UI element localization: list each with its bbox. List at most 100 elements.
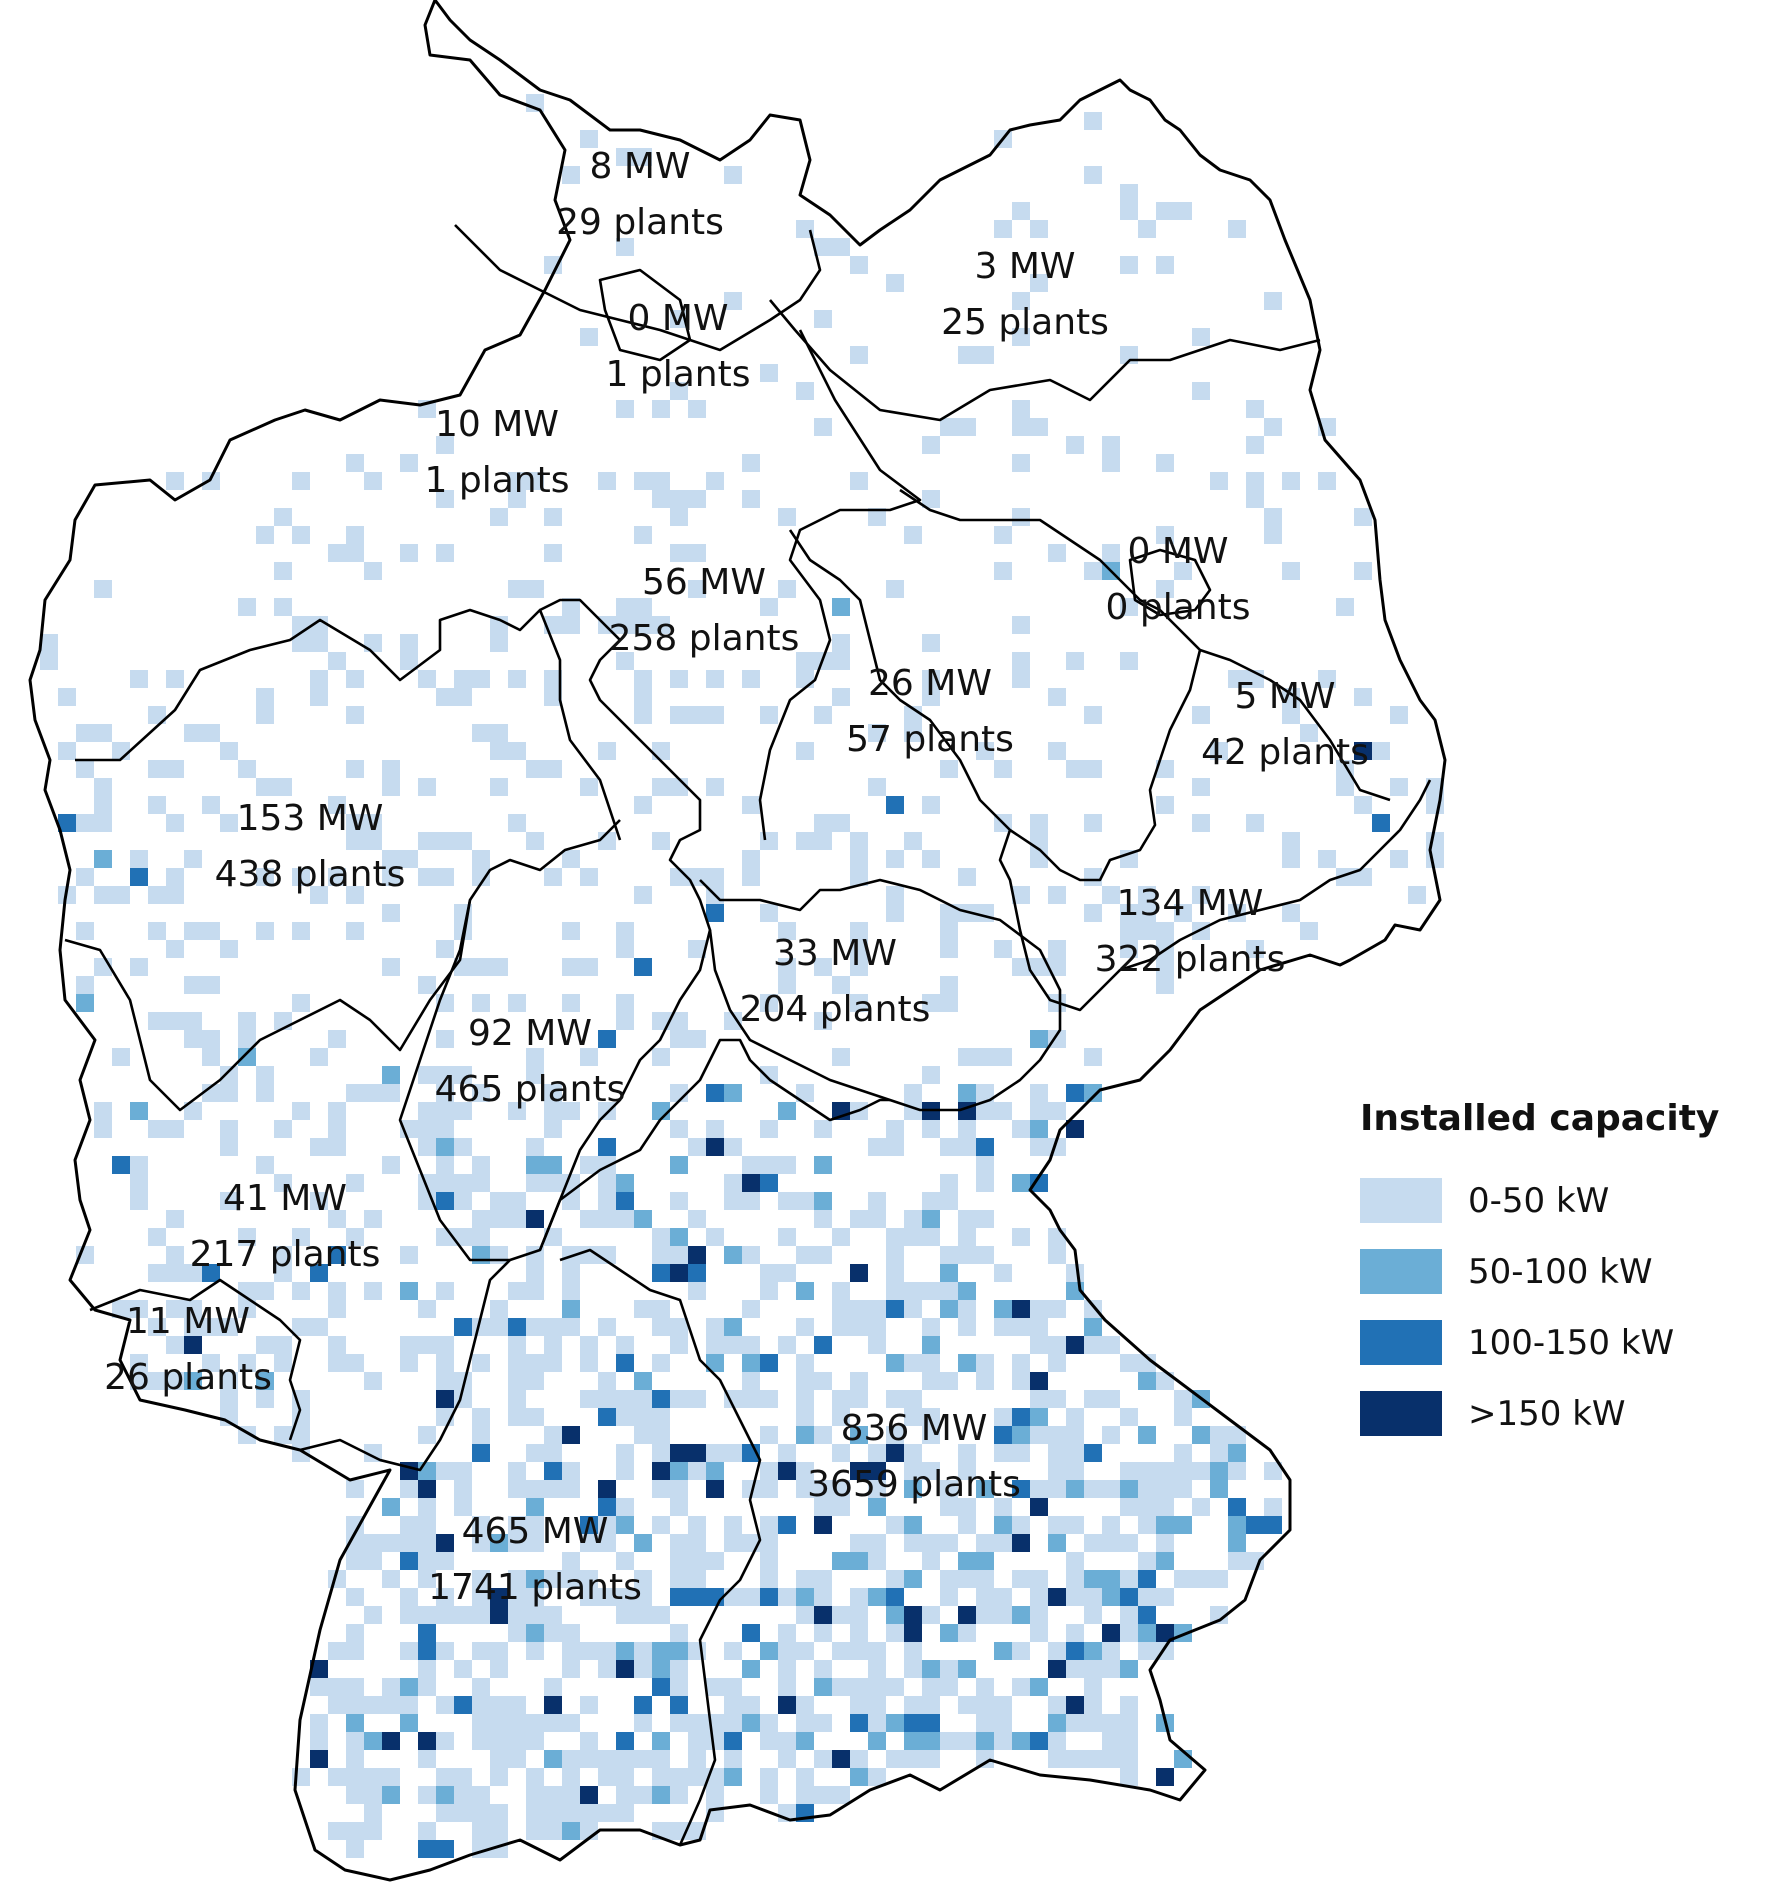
grid-cell bbox=[292, 994, 310, 1012]
grid-cell bbox=[1030, 1084, 1048, 1102]
grid-cell bbox=[1264, 1498, 1282, 1516]
grid-cell bbox=[274, 1426, 292, 1444]
grid-cell bbox=[850, 1642, 868, 1660]
border-sh-south bbox=[454, 224, 822, 352]
grid-cell bbox=[1012, 1120, 1030, 1138]
grid-cell bbox=[904, 724, 922, 742]
grid-cell bbox=[616, 400, 634, 418]
grid-cell bbox=[634, 1390, 652, 1408]
grid-cell bbox=[904, 1732, 922, 1750]
grid-cell bbox=[724, 1750, 742, 1768]
grid-cell bbox=[508, 1282, 526, 1300]
grid-cell bbox=[310, 1678, 328, 1696]
grid-cell bbox=[796, 1696, 814, 1714]
grid-cell bbox=[616, 148, 634, 166]
grid-cell bbox=[724, 1084, 742, 1102]
grid-cell bbox=[652, 778, 670, 796]
grid-cell bbox=[454, 1660, 472, 1678]
grid-cell bbox=[634, 616, 652, 634]
grid-cell bbox=[706, 1786, 724, 1804]
plant-count: 42 plants bbox=[1201, 732, 1369, 773]
grid-cell bbox=[1228, 1498, 1246, 1516]
grid-cell bbox=[724, 1714, 742, 1732]
grid-cell bbox=[562, 1102, 580, 1120]
grid-cell bbox=[166, 940, 184, 958]
grid-cell bbox=[850, 1606, 868, 1624]
grid-cell bbox=[544, 1084, 562, 1102]
grid-cell bbox=[670, 1552, 688, 1570]
grid-cell bbox=[796, 1768, 814, 1786]
grid-cell bbox=[382, 850, 400, 868]
grid-cell bbox=[364, 1084, 382, 1102]
grid-cell bbox=[670, 1786, 688, 1804]
grid-cell bbox=[598, 1210, 616, 1228]
grid-cell bbox=[292, 526, 310, 544]
grid-cell bbox=[418, 1498, 436, 1516]
grid-cell bbox=[1120, 1588, 1138, 1606]
grid-cell bbox=[544, 1318, 562, 1336]
grid-cell bbox=[112, 886, 130, 904]
grid-cell bbox=[832, 1300, 850, 1318]
grid-cell bbox=[166, 1336, 184, 1354]
grid-cell bbox=[130, 868, 148, 886]
grid-cell bbox=[958, 1246, 976, 1264]
grid-cell bbox=[418, 868, 436, 886]
grid-cell bbox=[832, 1498, 850, 1516]
grid-cell bbox=[400, 1552, 418, 1570]
grid-cell bbox=[544, 544, 562, 562]
grid-cell bbox=[814, 706, 832, 724]
grid-cell bbox=[508, 1480, 526, 1498]
grid-cell bbox=[94, 796, 112, 814]
grid-cell bbox=[652, 1246, 670, 1264]
grid-cell bbox=[994, 1498, 1012, 1516]
grid-cell bbox=[940, 904, 958, 922]
grid-cell bbox=[310, 670, 328, 688]
grid-cell bbox=[562, 1768, 580, 1786]
grid-cell bbox=[1066, 1714, 1084, 1732]
grid-cell bbox=[922, 1462, 940, 1480]
grid-cell bbox=[1030, 1102, 1048, 1120]
grid-cell bbox=[760, 1426, 778, 1444]
grid-cell bbox=[1030, 1138, 1048, 1156]
grid-cell bbox=[904, 1354, 922, 1372]
grid-cell bbox=[1066, 436, 1084, 454]
grid-cell bbox=[904, 1228, 922, 1246]
grid-cell bbox=[1012, 328, 1030, 346]
grid-cell bbox=[940, 1372, 958, 1390]
grid-cell bbox=[562, 1804, 580, 1822]
grid-cell bbox=[1138, 1498, 1156, 1516]
legend-swatch bbox=[1360, 1320, 1442, 1365]
grid-cell bbox=[652, 472, 670, 490]
grid-cell bbox=[796, 1354, 814, 1372]
grid-cell bbox=[220, 1372, 238, 1390]
grid-cell bbox=[562, 1462, 580, 1480]
grid-cell bbox=[508, 1102, 526, 1120]
grid-cell bbox=[922, 1696, 940, 1714]
legend-item: >150 kW bbox=[1360, 1378, 1760, 1449]
grid-cell bbox=[724, 1246, 742, 1264]
grid-cell bbox=[436, 1642, 454, 1660]
grid-cell bbox=[436, 688, 454, 706]
grid-cell bbox=[1084, 814, 1102, 832]
grid-cell bbox=[634, 886, 652, 904]
grid-cell bbox=[382, 1156, 400, 1174]
grid-cell bbox=[580, 1516, 598, 1534]
grid-cell bbox=[1066, 1480, 1084, 1498]
grid-cell bbox=[1012, 1228, 1030, 1246]
grid-cell bbox=[994, 1696, 1012, 1714]
grid-cell bbox=[490, 1804, 508, 1822]
grid-cell bbox=[994, 1606, 1012, 1624]
grid-cell bbox=[472, 1714, 490, 1732]
grid-cell bbox=[634, 1660, 652, 1678]
grid-cell bbox=[418, 976, 436, 994]
grid-cell bbox=[274, 1264, 292, 1282]
grid-cell bbox=[850, 1714, 868, 1732]
grid-cell bbox=[742, 670, 760, 688]
grid-cell bbox=[724, 1318, 742, 1336]
grid-cell bbox=[1030, 1678, 1048, 1696]
grid-cell bbox=[706, 706, 724, 724]
grid-cell bbox=[1120, 1534, 1138, 1552]
grid-cell bbox=[598, 1156, 616, 1174]
grid-cell bbox=[580, 1534, 598, 1552]
grid-cell bbox=[454, 1138, 472, 1156]
